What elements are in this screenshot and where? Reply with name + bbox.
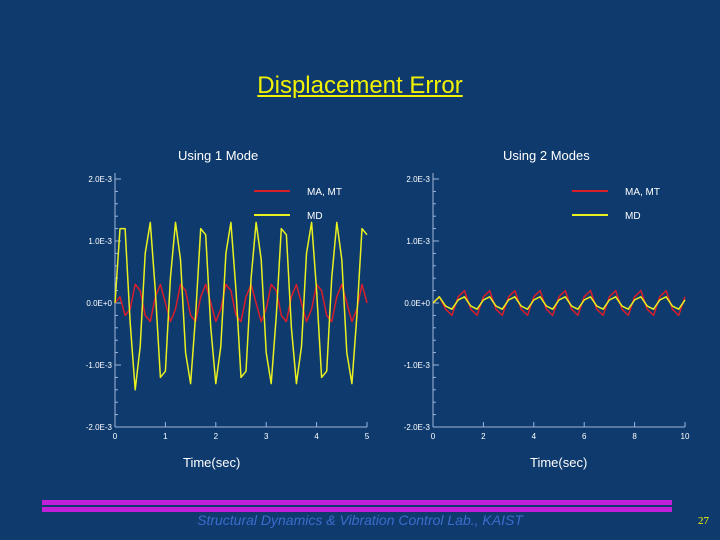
right-chart-title: Using 2 Modes <box>503 148 590 163</box>
left-chart-title: Using 1 Mode <box>178 148 259 163</box>
left-x-axis-label: Time(sec) <box>183 455 241 470</box>
y-tick-label: -2.0E-3 <box>86 423 113 432</box>
y-tick-label: -2.0E-3 <box>404 423 431 432</box>
slide-title: Displacement Error <box>257 72 463 99</box>
series-line-1 <box>114 221 368 391</box>
x-tick-label: 4 <box>314 432 319 441</box>
footer-bar-bottom <box>42 507 672 512</box>
x-tick-label: 0 <box>431 432 436 441</box>
x-tick-label: 2 <box>481 432 486 441</box>
x-tick-label: 8 <box>632 432 637 441</box>
x-tick-label: 2 <box>214 432 219 441</box>
x-tick-label: 10 <box>681 432 690 441</box>
y-tick-label: 2.0E-3 <box>406 175 430 184</box>
x-tick-label: 5 <box>365 432 370 441</box>
series-line-0 <box>114 283 368 323</box>
page-number: 27 <box>698 515 709 527</box>
series-line-1 <box>432 296 686 310</box>
y-tick-label: -1.0E-3 <box>86 361 113 370</box>
x-tick-label: 4 <box>532 432 537 441</box>
footer-bar-top <box>42 500 672 505</box>
legend-label-1: MD <box>307 211 323 222</box>
legend-label-0: MA, MT <box>307 187 342 198</box>
series-line-0 <box>432 289 686 317</box>
y-tick-label: 2.0E-3 <box>88 175 112 184</box>
y-tick-label: 1.0E-3 <box>88 237 112 246</box>
footer-lab-name: Structural Dynamics & Vibration Control … <box>197 512 523 528</box>
y-tick-label: 1.0E-3 <box>406 237 430 246</box>
y-tick-label: -1.0E-3 <box>404 361 431 370</box>
x-tick-label: 0 <box>113 432 118 441</box>
right-x-axis-label: Time(sec) <box>530 455 588 470</box>
x-tick-label: 6 <box>582 432 587 441</box>
x-tick-label: 1 <box>163 432 168 441</box>
legend-label-0: MA, MT <box>625 187 660 198</box>
legend-label-1: MD <box>625 211 641 222</box>
x-tick-label: 3 <box>264 432 269 441</box>
y-tick-label: 0.0E+0 <box>86 299 112 308</box>
y-tick-label: 0.0E+0 <box>404 299 430 308</box>
